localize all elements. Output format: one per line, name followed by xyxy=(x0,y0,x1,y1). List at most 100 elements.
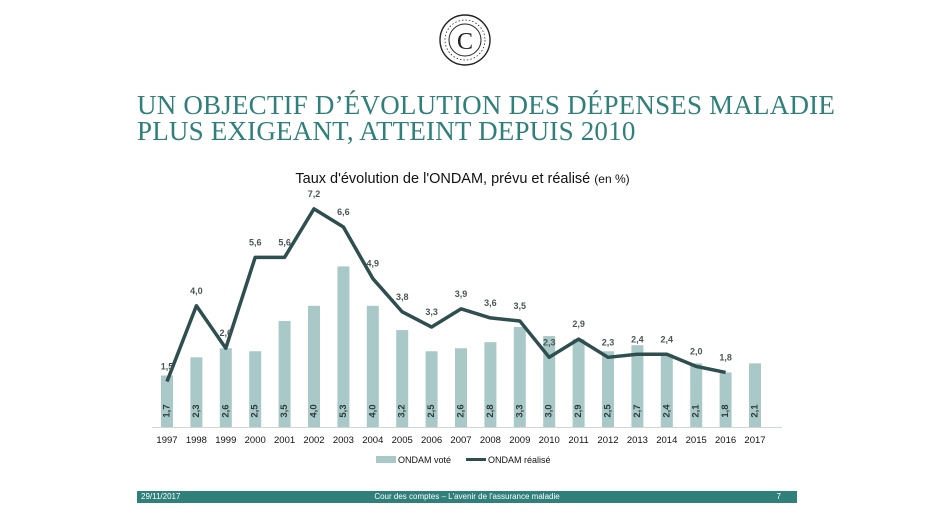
line-ondam-realise xyxy=(165,207,726,383)
bar-ondam-vote xyxy=(425,351,438,427)
bar-data-label: 2,9 xyxy=(573,404,584,417)
bar-data-label: 2,6 xyxy=(220,404,231,417)
line-data-label: 3,8 xyxy=(396,292,409,302)
x-tick-label: 2013 xyxy=(627,435,648,446)
bar-ondam-vote xyxy=(249,351,262,427)
footer-center-text: Cour des comptes – L'avenir de l'assuran… xyxy=(374,492,560,501)
bar-data-label: 2,6 xyxy=(456,404,467,417)
line-data-label: 3,6 xyxy=(484,298,497,308)
x-tick-label: 2001 xyxy=(274,435,295,446)
bar-ondam-vote xyxy=(219,348,232,427)
slide-title-line1: UN OBJECTIF D’ÉVOLUTION DES DÉPENSES MAL… xyxy=(137,90,836,120)
line-data-label: 5,6 xyxy=(249,237,262,247)
bar-data-label: 5,3 xyxy=(338,404,349,417)
logo-letter: C xyxy=(457,29,473,55)
bar-data-label: 3,5 xyxy=(279,404,290,418)
bar-ondam-vote xyxy=(366,305,379,427)
bar-data-label: 2,1 xyxy=(750,404,761,418)
line-data-label: 3,5 xyxy=(514,301,527,311)
legend-label-ondam-realise: ONDAM réalisé xyxy=(488,455,551,465)
line-data-label: 2,6 xyxy=(220,328,233,338)
line-data-label: 2,0 xyxy=(690,346,703,356)
line-data-label: 6,6 xyxy=(337,207,350,217)
x-tick-label: 2008 xyxy=(480,435,501,446)
line-data-label: 3,3 xyxy=(425,307,438,317)
line-data-label: 2,4 xyxy=(631,334,644,344)
x-tick-label: 2005 xyxy=(392,435,413,446)
bar-data-label: 2,4 xyxy=(661,404,672,418)
chart-title-text: Taux d'évolution de l'ONDAM, prévu et ré… xyxy=(295,171,591,187)
x-tick-label: 2003 xyxy=(333,435,354,446)
bar-data-label: 4,0 xyxy=(309,404,320,417)
legend-swatch-ondam-vote xyxy=(376,456,396,463)
bar-ondam-vote xyxy=(455,348,467,427)
x-tick-label: 2006 xyxy=(421,435,442,446)
x-tick-label: 2000 xyxy=(245,435,266,446)
ondam-chart: 1,7 2,3 2,6 2,5 3,5 4,0 5,3 4,0 3,2 2,5 2,6 2,8 3,3 3… xyxy=(152,189,782,465)
x-tick-label: 2015 xyxy=(686,435,707,446)
bar-data-label: 2,5 xyxy=(250,404,261,418)
slide-title-line2: PLUS EXIGEANT, ATTEINT DEPUIS 2010 xyxy=(137,116,636,146)
x-tick-label: 1997 xyxy=(156,435,177,446)
bar-ondam-vote xyxy=(484,342,497,427)
line-data-label: 5,6 xyxy=(278,237,291,247)
bar-ondam-vote xyxy=(631,345,644,427)
x-tick-label: 1999 xyxy=(215,435,236,446)
footer-page-number: 7 xyxy=(776,492,781,501)
x-tick-label: 2010 xyxy=(539,435,560,446)
bar-ondam-vote xyxy=(308,305,320,427)
bar-ondam-vote xyxy=(749,363,761,427)
bar-data-label: 3,0 xyxy=(544,404,555,417)
bar-ondam-vote xyxy=(396,330,409,427)
bar-ondam-vote xyxy=(543,336,556,427)
x-tick-label: 2012 xyxy=(597,435,618,446)
line-data-label: 2,3 xyxy=(602,337,615,347)
line-data-label: 1,5 xyxy=(161,362,174,372)
bar-data-label: 4,0 xyxy=(367,404,378,417)
x-tick-label: 1998 xyxy=(186,435,207,446)
bar-ondam-vote xyxy=(690,363,703,427)
legend-label-ondam-vote: ONDAM voté xyxy=(398,455,451,465)
bar-data-label: 2,7 xyxy=(632,404,643,417)
bar-data-label: 1,8 xyxy=(720,404,731,417)
x-tick-label: 2014 xyxy=(656,435,677,446)
x-tick-label: 2004 xyxy=(362,435,383,446)
bar-ondam-vote xyxy=(190,357,203,427)
cour-des-comptes-logo: C xyxy=(439,14,491,66)
bar-ondam-vote xyxy=(719,372,732,427)
line-data-label: 3,9 xyxy=(455,289,468,299)
bar-data-label: 2,8 xyxy=(485,404,496,417)
line-data-label: 1,8 xyxy=(719,352,732,362)
x-tick-label: 2002 xyxy=(303,435,324,446)
bar-ondam-vote xyxy=(161,375,173,427)
bar-ondam-vote xyxy=(572,339,585,427)
bar-data-label: 2,3 xyxy=(191,404,202,417)
bar-data-label: 1,7 xyxy=(162,404,173,417)
footer-bar: 29/11/2017 Cour des comptes – L'avenir d… xyxy=(137,491,797,503)
x-tick-label: 2009 xyxy=(509,435,530,446)
x-tick-label: 2017 xyxy=(744,435,765,446)
line-data-label: 2,4 xyxy=(661,334,674,344)
x-tick-label: 2007 xyxy=(450,435,471,446)
footer-date: 29/11/2017 xyxy=(141,492,181,501)
line-data-label: 2,3 xyxy=(543,337,556,347)
line-data-label: 4,9 xyxy=(367,259,380,269)
line-data-label: 4,0 xyxy=(190,286,203,296)
line-data-label: 7,2 xyxy=(308,189,321,199)
line-data-label: 2,9 xyxy=(572,319,585,329)
bar-ondam-vote xyxy=(513,327,526,427)
bar-data-label: 2,5 xyxy=(603,404,614,418)
x-tick-label: 2011 xyxy=(568,435,588,446)
slide-title: UN OBJECTIF D’ÉVOLUTION DES DÉPENSES MAL… xyxy=(137,90,837,146)
chart-title: Taux d'évolution de l'ONDAM, prévu et ré… xyxy=(0,171,925,187)
bar-data-label: 2,1 xyxy=(691,404,702,418)
chart-title-unit: (en %) xyxy=(594,172,630,186)
x-tick-label: 2016 xyxy=(715,435,736,446)
bar-ondam-vote xyxy=(278,320,291,427)
bar-data-label: 2,5 xyxy=(426,404,437,418)
bar-ondam-vote xyxy=(337,266,350,427)
bar-ondam-vote xyxy=(602,351,614,427)
bar-data-label: 3,2 xyxy=(397,404,408,417)
bar-ondam-vote xyxy=(660,354,673,427)
bar-data-label: 3,3 xyxy=(514,404,525,417)
